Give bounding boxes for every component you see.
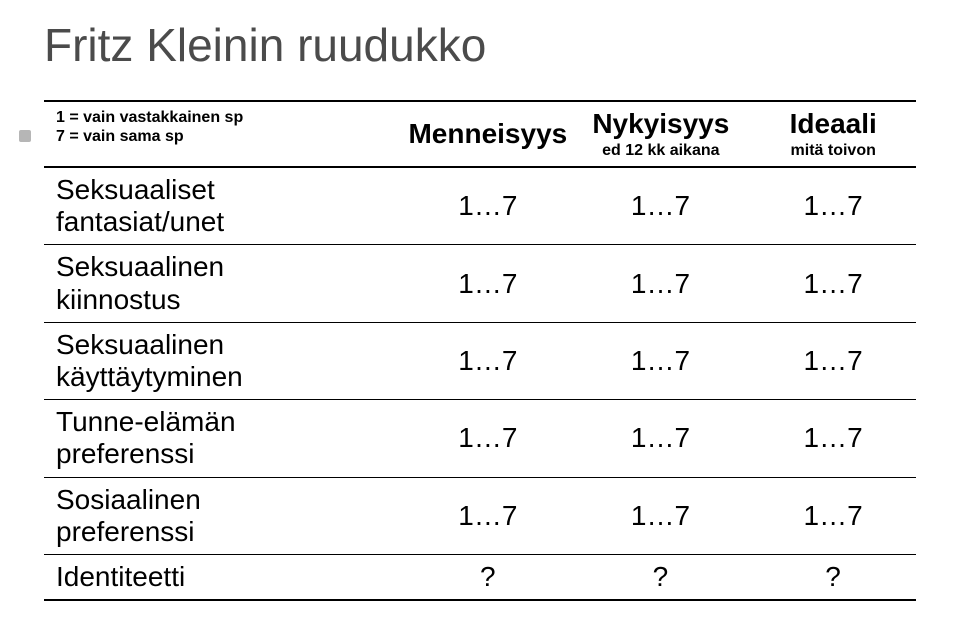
- cell-behavior-ideal: 1…7: [750, 323, 916, 399]
- cell-value: 1…7: [409, 500, 567, 532]
- cell-social-present: 1…7: [571, 478, 750, 554]
- cell-identity-present: ?: [571, 555, 750, 599]
- cell-value: 1…7: [575, 422, 746, 454]
- table-row: Identiteetti ? ? ?: [44, 555, 916, 599]
- col-header-ideal: Ideaali mitä toivon: [750, 102, 916, 166]
- row-label-interest-l1: Seksuaalinen: [56, 251, 397, 283]
- table-row: Seksuaaliset fantasiat/unet 1…7 1…7 1…7: [44, 168, 916, 245]
- row-label-fantasies-l1: Seksuaaliset: [56, 174, 397, 206]
- cell-value: 1…7: [575, 345, 746, 377]
- col-header-past-label: Menneisyys: [408, 118, 567, 150]
- legend-line-1: 1 = vain vastakkainen sp: [56, 108, 396, 127]
- cell-value: 1…7: [409, 190, 567, 222]
- cell-emotional-past: 1…7: [405, 400, 571, 476]
- row-label-emotional-l2: preferenssi: [56, 438, 397, 470]
- cell-value: ?: [754, 561, 912, 593]
- slide: Fritz Kleinin ruudukko 1 = vain vastakka…: [0, 0, 960, 620]
- cell-interest-past: 1…7: [405, 245, 571, 321]
- cell-fantasies-ideal: 1…7: [750, 168, 916, 244]
- page-title: Fritz Kleinin ruudukko: [44, 18, 924, 72]
- col-header-ideal-label: Ideaali: [754, 108, 912, 140]
- cell-emotional-present: 1…7: [571, 400, 750, 476]
- cell-fantasies-past: 1…7: [405, 168, 571, 244]
- row-label-interest: Seksuaalinen kiinnostus: [44, 245, 405, 321]
- row-label-social-l2: preferenssi: [56, 516, 397, 548]
- row-label-behavior-l2: käyttäytyminen: [56, 361, 397, 393]
- legend-line-2: 7 = vain sama sp: [56, 127, 396, 146]
- table-row: Tunne-elämän preferenssi 1…7 1…7 1…7: [44, 400, 916, 477]
- row-label-emotional: Tunne-elämän preferenssi: [44, 400, 405, 476]
- row-label-fantasies-l2: fantasiat/unet: [56, 206, 397, 238]
- cell-value: 1…7: [754, 500, 912, 532]
- cell-social-past: 1…7: [405, 478, 571, 554]
- cell-value: 1…7: [409, 422, 567, 454]
- klein-grid-table: 1 = vain vastakkainen sp 7 = vain sama s…: [44, 100, 916, 601]
- legend-cell: 1 = vain vastakkainen sp 7 = vain sama s…: [44, 102, 404, 166]
- row-label-behavior: Seksuaalinen käyttäytyminen: [44, 323, 405, 399]
- cell-emotional-ideal: 1…7: [750, 400, 916, 476]
- row-label-emotional-l1: Tunne-elämän: [56, 406, 397, 438]
- cell-value: 1…7: [409, 268, 567, 300]
- row-label-social-l1: Sosiaalinen: [56, 484, 397, 516]
- cell-value: 1…7: [575, 500, 746, 532]
- cell-value: 1…7: [575, 268, 746, 300]
- col-header-present: Nykyisyys ed 12 kk aikana: [571, 102, 750, 166]
- row-label-behavior-l1: Seksuaalinen: [56, 329, 397, 361]
- cell-interest-ideal: 1…7: [750, 245, 916, 321]
- cell-value: ?: [409, 561, 567, 593]
- cell-interest-present: 1…7: [571, 245, 750, 321]
- table-row: Seksuaalinen kiinnostus 1…7 1…7 1…7: [44, 245, 916, 322]
- cell-behavior-present: 1…7: [571, 323, 750, 399]
- table-header: 1 = vain vastakkainen sp 7 = vain sama s…: [44, 102, 916, 168]
- col-header-present-label: Nykyisyys: [575, 108, 746, 140]
- bullet-icon: [19, 130, 31, 142]
- row-label-identity-l1: Identiteetti: [56, 561, 397, 593]
- cell-value: ?: [575, 561, 746, 593]
- cell-behavior-past: 1…7: [405, 323, 571, 399]
- cell-identity-past: ?: [405, 555, 571, 599]
- cell-value: 1…7: [409, 345, 567, 377]
- col-header-past: Menneisyys: [404, 102, 571, 166]
- cell-value: 1…7: [754, 422, 912, 454]
- row-label-identity: Identiteetti: [44, 555, 405, 599]
- col-header-present-sub: ed 12 kk aikana: [575, 142, 746, 160]
- row-label-social: Sosiaalinen preferenssi: [44, 478, 405, 554]
- cell-identity-ideal: ?: [750, 555, 916, 599]
- cell-value: 1…7: [575, 190, 746, 222]
- cell-value: 1…7: [754, 190, 912, 222]
- cell-value: 1…7: [754, 268, 912, 300]
- cell-fantasies-present: 1…7: [571, 168, 750, 244]
- table-row: Seksuaalinen käyttäytyminen 1…7 1…7 1…7: [44, 323, 916, 400]
- row-label-interest-l2: kiinnostus: [56, 284, 397, 316]
- cell-social-ideal: 1…7: [750, 478, 916, 554]
- table-row: Sosiaalinen preferenssi 1…7 1…7 1…7: [44, 478, 916, 555]
- cell-value: 1…7: [754, 345, 912, 377]
- row-label-fantasies: Seksuaaliset fantasiat/unet: [44, 168, 405, 244]
- col-header-ideal-sub: mitä toivon: [754, 142, 912, 160]
